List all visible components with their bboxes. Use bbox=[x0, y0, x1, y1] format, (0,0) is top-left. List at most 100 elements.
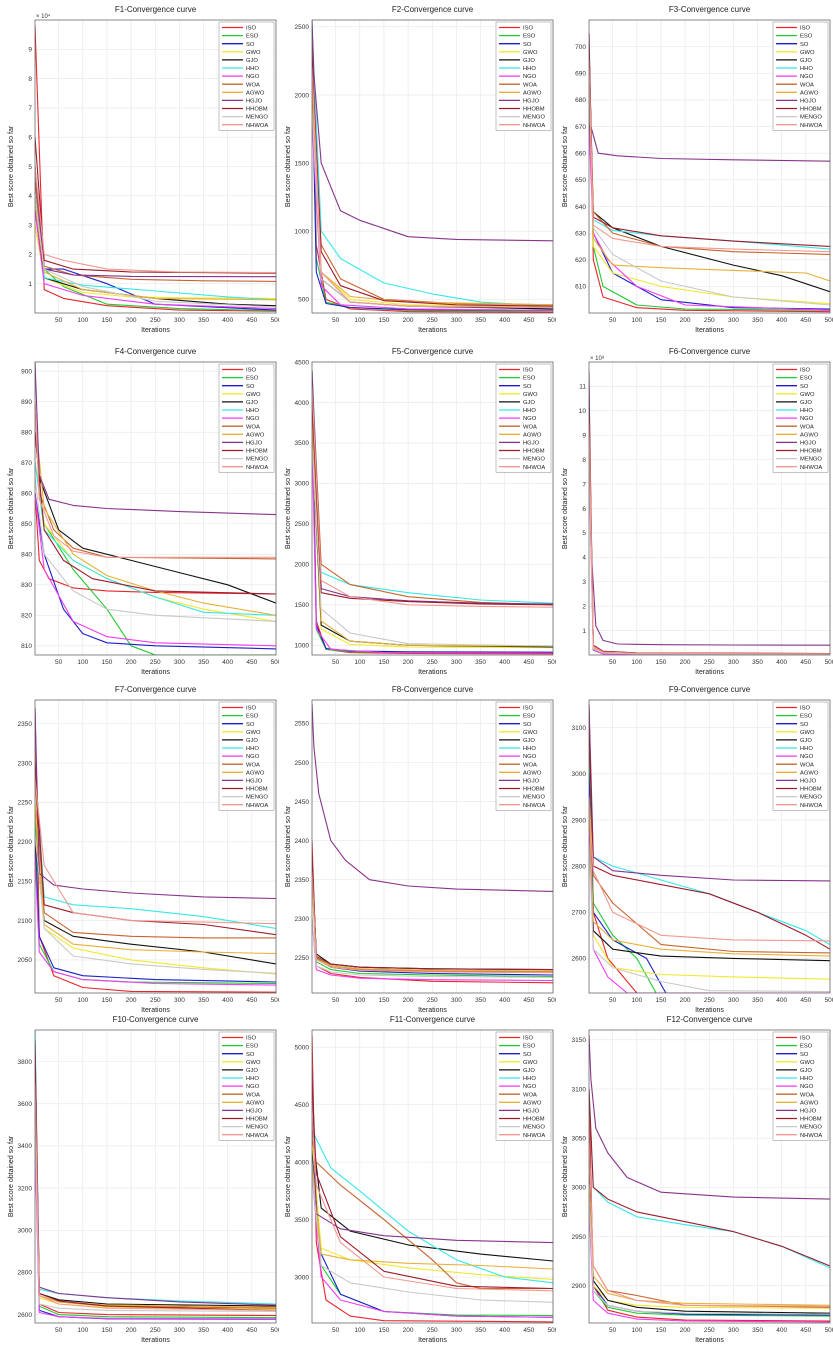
legend-entry: GJO bbox=[523, 58, 535, 64]
series-mengo bbox=[312, 1173, 553, 1303]
y-axis-label: Best score obtained so far bbox=[8, 805, 15, 887]
legend: ISO ESO SO GWO GJO HHO NGO WOA AGWO HGJO HHOBM MENG… bbox=[495, 21, 552, 131]
chart-panel: F9-Convergence curve 50 100 150 200 250 300 350… bbox=[562, 685, 833, 1014]
x-tick-label: 100 bbox=[631, 317, 642, 324]
x-tick-label: 500 bbox=[825, 997, 833, 1004]
x-tick-label: 350 bbox=[198, 317, 209, 324]
y-axis-label: Best score obtained so far bbox=[562, 1135, 569, 1217]
chart-panel: F12-Convergence curve 50 100 150 200 250 300 35… bbox=[562, 1015, 833, 1344]
legend-entry: ISO bbox=[800, 706, 810, 712]
legend-entry: GWO bbox=[523, 730, 538, 736]
series-lines bbox=[589, 704, 830, 993]
x-tick-label: 300 bbox=[451, 997, 462, 1004]
legend-entry: SO bbox=[523, 1052, 532, 1058]
legend-entry: GJO bbox=[800, 400, 812, 406]
axes-box bbox=[311, 361, 554, 656]
y-tick-label: 630 bbox=[575, 230, 586, 237]
y-tick-label: 3000 bbox=[295, 1274, 310, 1281]
x-tick-label: 150 bbox=[102, 997, 113, 1004]
x-tick-label: 150 bbox=[656, 317, 667, 324]
series-hho bbox=[312, 26, 553, 307]
x-tick-label: 200 bbox=[126, 659, 137, 666]
axes-box bbox=[34, 1029, 277, 1324]
y-tick-label: 2250 bbox=[18, 800, 33, 807]
series-mengo bbox=[312, 442, 553, 647]
y-tick-label: 7 bbox=[28, 105, 32, 112]
legend: ISO ESO SO GWO GJO HHO NGO WOA AGWO HGJO HHOBM MENG… bbox=[218, 21, 275, 131]
legend-entry: HGJO bbox=[246, 1109, 263, 1115]
y-tick-label: 890 bbox=[21, 399, 32, 406]
x-tick-label: 150 bbox=[379, 997, 390, 1004]
x-tick-label: 300 bbox=[451, 317, 462, 324]
series-nhwoa bbox=[312, 386, 553, 608]
x-tick-label: 250 bbox=[427, 997, 438, 1004]
legend-entry: HGJO bbox=[246, 441, 263, 447]
legend-entry: HGJO bbox=[523, 779, 540, 785]
y-tick-label: 830 bbox=[21, 582, 32, 589]
chart-title: F3-Convergence curve bbox=[669, 5, 751, 14]
legend-entry: WOA bbox=[246, 762, 260, 768]
series-agwo bbox=[312, 1162, 553, 1270]
x-tick-label: 300 bbox=[174, 659, 185, 666]
x-tick-label: 50 bbox=[609, 317, 617, 324]
legend-entry: ISO bbox=[523, 1036, 533, 1042]
legend-entry: HHO bbox=[800, 408, 813, 414]
x-axis-label: Iterations bbox=[695, 1337, 724, 1344]
legend-entry: NHWOA bbox=[800, 123, 822, 129]
legend-entry: HGJO bbox=[523, 441, 540, 447]
legend-entry: ESO bbox=[523, 1044, 536, 1050]
legend-entry: WOA bbox=[800, 82, 814, 88]
series-mengo bbox=[589, 842, 830, 993]
series-iso bbox=[35, 493, 276, 595]
legend-entry: GJO bbox=[523, 400, 535, 406]
x-tick-label: 350 bbox=[475, 317, 486, 324]
legend-entry: HHOBM bbox=[800, 1117, 822, 1123]
legend-entry: NHWOA bbox=[800, 803, 822, 809]
x-tick-label: 250 bbox=[150, 997, 161, 1004]
chart-title: F1-Convergence curve bbox=[115, 5, 197, 14]
x-tick-label: 400 bbox=[222, 1327, 233, 1334]
y-tick-label: 700 bbox=[575, 44, 586, 51]
x-axis-label: Iterations bbox=[695, 327, 724, 334]
legend-entry: AGWO bbox=[523, 90, 542, 96]
legend-entry: NGO bbox=[246, 74, 260, 80]
legend-entry: NHWOA bbox=[800, 465, 822, 471]
legend: ISO ESO SO GWO GJO HHO NGO WOA AGWO HGJO HHOBM MENG… bbox=[218, 701, 275, 811]
y-tick-label: 2 bbox=[28, 252, 32, 259]
x-tick-label: 500 bbox=[548, 659, 556, 666]
legend-entry: NHWOA bbox=[523, 803, 545, 809]
x-tick-label: 150 bbox=[656, 997, 667, 1004]
legend-entry: NGO bbox=[523, 74, 537, 80]
y-axis-label: Best score obtained so far bbox=[8, 467, 15, 549]
legend-entry: SO bbox=[246, 384, 255, 390]
legend-entry: MENGO bbox=[523, 1125, 545, 1131]
y-tick-label: 3500 bbox=[295, 1217, 310, 1224]
legend-entry: GJO bbox=[800, 738, 812, 744]
y-tick-label: 4500 bbox=[295, 1102, 310, 1109]
legend-entry: HHO bbox=[246, 1076, 259, 1082]
legend-entry: MENGO bbox=[800, 1125, 822, 1131]
legend: ISO ESO SO GWO GJO HHO NGO WOA AGWO HGJO HHOBM MENG… bbox=[495, 1031, 552, 1141]
x-tick-label: 50 bbox=[55, 659, 63, 666]
y-tick-label: 7 bbox=[582, 481, 586, 488]
legend-entry: WOA bbox=[523, 762, 537, 768]
x-tick-label: 150 bbox=[102, 317, 113, 324]
legend-entry: ESO bbox=[246, 714, 259, 720]
y-tick-label: 670 bbox=[575, 124, 586, 131]
y-tick-label: 2600 bbox=[572, 956, 587, 963]
x-tick-label: 450 bbox=[523, 997, 534, 1004]
y-tick-label: 880 bbox=[21, 429, 32, 436]
series-nhwoa bbox=[589, 796, 830, 942]
x-tick-label: 450 bbox=[246, 317, 257, 324]
series-so bbox=[35, 841, 276, 983]
legend-entry: HHO bbox=[800, 1076, 813, 1082]
x-tick-label: 500 bbox=[548, 997, 556, 1004]
series-lines bbox=[35, 707, 276, 993]
x-tick-label: 200 bbox=[126, 997, 137, 1004]
legend-entry: ESO bbox=[523, 34, 536, 40]
series-nhwoa bbox=[35, 778, 276, 925]
series-ngo bbox=[35, 493, 276, 647]
series-hgjo bbox=[312, 703, 553, 892]
legend: ISO ESO SO GWO GJO HHO NGO WOA AGWO HGJO HHOBM MENG… bbox=[772, 1031, 829, 1141]
y-tick-label: 8 bbox=[28, 76, 32, 83]
